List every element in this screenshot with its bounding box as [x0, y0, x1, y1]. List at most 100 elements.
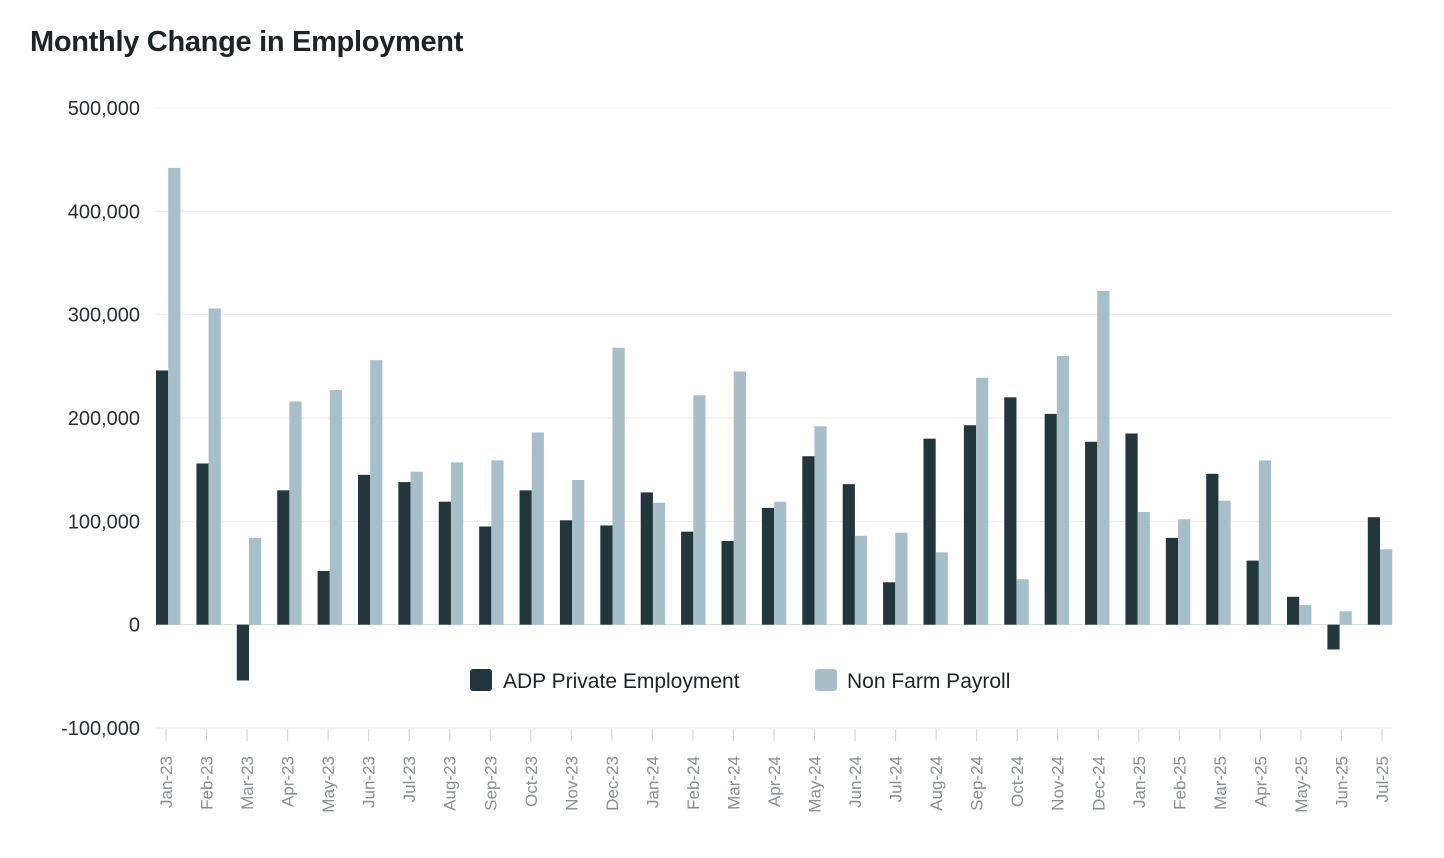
x-tick-label: Feb-23	[198, 756, 217, 810]
bar-adp	[1085, 441, 1098, 625]
bar-nfp	[289, 401, 302, 625]
bar-adp	[1287, 596, 1300, 625]
bar-adp	[1125, 433, 1138, 625]
legend-label: Non Farm Payroll	[847, 670, 1010, 693]
y-tick-label: 300,000	[68, 305, 140, 327]
bar-adp	[559, 520, 573, 625]
bar-adp	[1367, 517, 1380, 625]
x-tick-label: Mar-25	[1211, 756, 1230, 810]
x-tick-label: Dec-23	[603, 756, 622, 811]
bar-nfp	[1258, 460, 1272, 625]
bar-adp	[923, 438, 936, 625]
x-tick-label: Dec-24	[1089, 756, 1108, 811]
x-tick-label: Sep-24	[968, 756, 987, 811]
y-tick-label: 0	[129, 615, 140, 637]
legend-label: ADP Private Employment	[503, 670, 740, 693]
bars	[156, 167, 1393, 681]
x-tick-label: May-23	[319, 756, 338, 813]
bar-nfp	[208, 308, 221, 625]
bar-adp	[438, 501, 451, 625]
bar-nfp	[329, 390, 342, 625]
legend-swatch	[815, 669, 837, 691]
bar-nfp	[854, 535, 868, 625]
y-axis-ticks: 500,000 400,000 300,000 200,000 100,000 0 -100…	[61, 98, 140, 740]
bar-adp	[1246, 560, 1259, 625]
legend-swatch	[470, 669, 492, 691]
x-tick-label: Sep-23	[481, 756, 500, 811]
bar-nfp	[814, 426, 827, 625]
x-tick-label: May-24	[806, 756, 825, 813]
bar-nfp	[895, 532, 908, 625]
y-tick-label: 200,000	[68, 408, 140, 430]
bar-nfp	[1016, 579, 1029, 625]
bar-nfp	[1218, 500, 1231, 625]
x-tick-label: Aug-23	[441, 756, 460, 811]
x-tick-label: Jan-23	[157, 756, 176, 808]
bar-adp	[600, 525, 613, 625]
bar-adp	[398, 482, 411, 625]
bar-nfp	[168, 167, 181, 625]
bar-nfp	[531, 432, 544, 625]
bar-nfp	[774, 501, 787, 625]
x-tick-label: Jun-24	[846, 756, 865, 808]
x-tick-label: Feb-24	[684, 756, 703, 810]
bar-nfp	[410, 471, 423, 625]
bar-adp	[883, 582, 896, 625]
x-tick-label: Mar-24	[725, 756, 744, 810]
x-tick-label: Jul-24	[887, 756, 906, 802]
bar-nfp	[976, 377, 989, 625]
bar-adp	[1004, 397, 1017, 625]
bar-nfp	[1380, 549, 1393, 625]
x-tick-label: Jul-25	[1373, 756, 1392, 802]
bar-nfp	[1056, 356, 1070, 625]
bar-nfp	[935, 552, 948, 625]
bar-nfp	[450, 462, 464, 625]
y-tick-label: 500,000	[68, 98, 140, 120]
bar-adp	[479, 526, 492, 625]
y-tick-label: -100,000	[61, 718, 140, 740]
x-axis: Jan-23 Feb-23 Mar-23 Apr-23 May-23 Jun-23 Jul-…	[157, 729, 1392, 813]
bar-adp	[802, 456, 815, 625]
bar-nfp	[370, 360, 383, 625]
bar-adp	[842, 484, 855, 625]
x-tick-label: Nov-24	[1049, 756, 1068, 811]
x-tick-label: Feb-25	[1170, 756, 1189, 810]
bar-adp	[317, 570, 330, 625]
x-tick-label: Apr-24	[765, 756, 784, 807]
bar-adp	[156, 370, 169, 625]
bar-adp	[1165, 537, 1179, 625]
x-tick-label: Apr-23	[279, 756, 298, 807]
legend: ADP Private Employment Non Farm Payroll	[470, 669, 1010, 693]
x-tick-label: Mar-23	[238, 756, 257, 810]
y-tick-label: 400,000	[68, 201, 140, 223]
bar-nfp	[1299, 605, 1312, 625]
x-tick-label: Oct-23	[522, 756, 541, 807]
bar-adp	[761, 507, 775, 625]
bar-nfp	[1137, 512, 1150, 625]
x-tick-label: Jan-25	[1130, 756, 1149, 808]
bar-adp	[1206, 473, 1219, 625]
x-tick-label: Jun-23	[360, 756, 379, 808]
bar-adp	[519, 490, 532, 625]
x-tick-label: Oct-24	[1008, 756, 1027, 807]
bar-adp	[236, 624, 249, 681]
x-tick-label: Apr-25	[1251, 756, 1270, 807]
bar-nfp	[612, 347, 625, 625]
bar-nfp	[491, 460, 504, 625]
bar-adp	[277, 490, 290, 625]
x-tick-label: Jul-23	[400, 756, 419, 802]
bar-adp	[1044, 413, 1057, 625]
y-tick-label: 100,000	[68, 511, 140, 533]
bar-nfp	[1178, 519, 1191, 625]
bar-nfp	[693, 395, 706, 625]
x-tick-label: Nov-23	[562, 756, 581, 811]
x-tick-label: Jan-24	[643, 756, 662, 808]
x-tick-label: May-25	[1292, 756, 1311, 813]
bar-adp	[721, 540, 734, 625]
chart-title: Monthly Change in Employment	[30, 26, 464, 58]
bar-adp	[963, 425, 977, 625]
bar-adp	[681, 531, 694, 625]
bar-nfp	[572, 480, 585, 625]
bar-adp	[357, 474, 371, 625]
